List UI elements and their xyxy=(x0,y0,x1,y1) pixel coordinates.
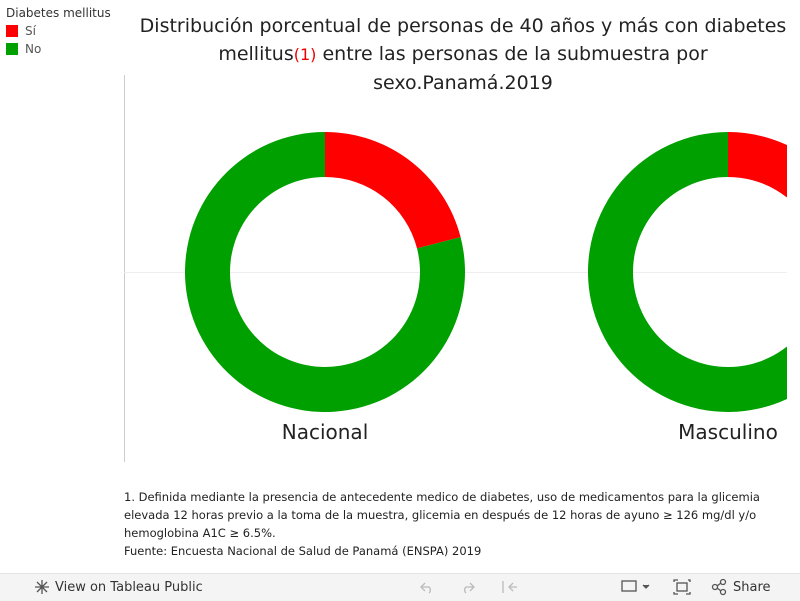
legend-label: No xyxy=(25,42,42,56)
fullscreen-inner xyxy=(676,582,688,592)
view-on-tableau[interactable]: View on Tableau Public xyxy=(55,580,203,595)
donut-segment xyxy=(728,132,787,198)
legend-title: Diabetes mellitus xyxy=(6,6,111,20)
chart-title: Distribución porcentual de personas de 4… xyxy=(128,12,798,97)
legend-swatch xyxy=(6,25,18,37)
source: Fuente: Encuesta Nacional de Salud de Pa… xyxy=(124,544,482,558)
legend: Diabetes mellitus Sí No xyxy=(6,6,111,56)
legend-label: Sí xyxy=(25,24,36,38)
redo-icon xyxy=(464,582,475,594)
fullscreen-icon xyxy=(673,579,691,595)
footnotes: 1. Definida mediante la presencia de ant… xyxy=(124,488,794,560)
title-main: Distribución porcentual de personas de 4… xyxy=(139,15,787,65)
download-icon xyxy=(621,580,637,592)
toolbar-icons xyxy=(35,578,727,596)
tableau-icon xyxy=(35,580,49,594)
panel-label: Masculino xyxy=(678,420,778,444)
dropdown-icon xyxy=(642,584,650,589)
share-icon xyxy=(711,583,719,591)
plot xyxy=(185,132,787,413)
title-rest: entre las personas de la submuestra por … xyxy=(316,43,708,94)
donut-segment xyxy=(325,132,461,249)
title-note: (1) xyxy=(293,45,317,64)
donut-segment xyxy=(185,132,466,413)
legend-item[interactable]: Sí xyxy=(6,24,111,38)
legend-item[interactable]: No xyxy=(6,42,111,56)
toolbar: View on Tableau Public Share xyxy=(0,573,800,601)
donut-segment xyxy=(588,132,787,412)
revert-icon xyxy=(502,581,517,593)
undo-icon xyxy=(420,582,431,594)
legend-swatch xyxy=(6,43,18,55)
panel-label: Nacional xyxy=(282,420,369,444)
share-button[interactable]: Share xyxy=(733,580,771,595)
footnote: 1. Definida mediante la presencia de ant… xyxy=(124,490,760,540)
